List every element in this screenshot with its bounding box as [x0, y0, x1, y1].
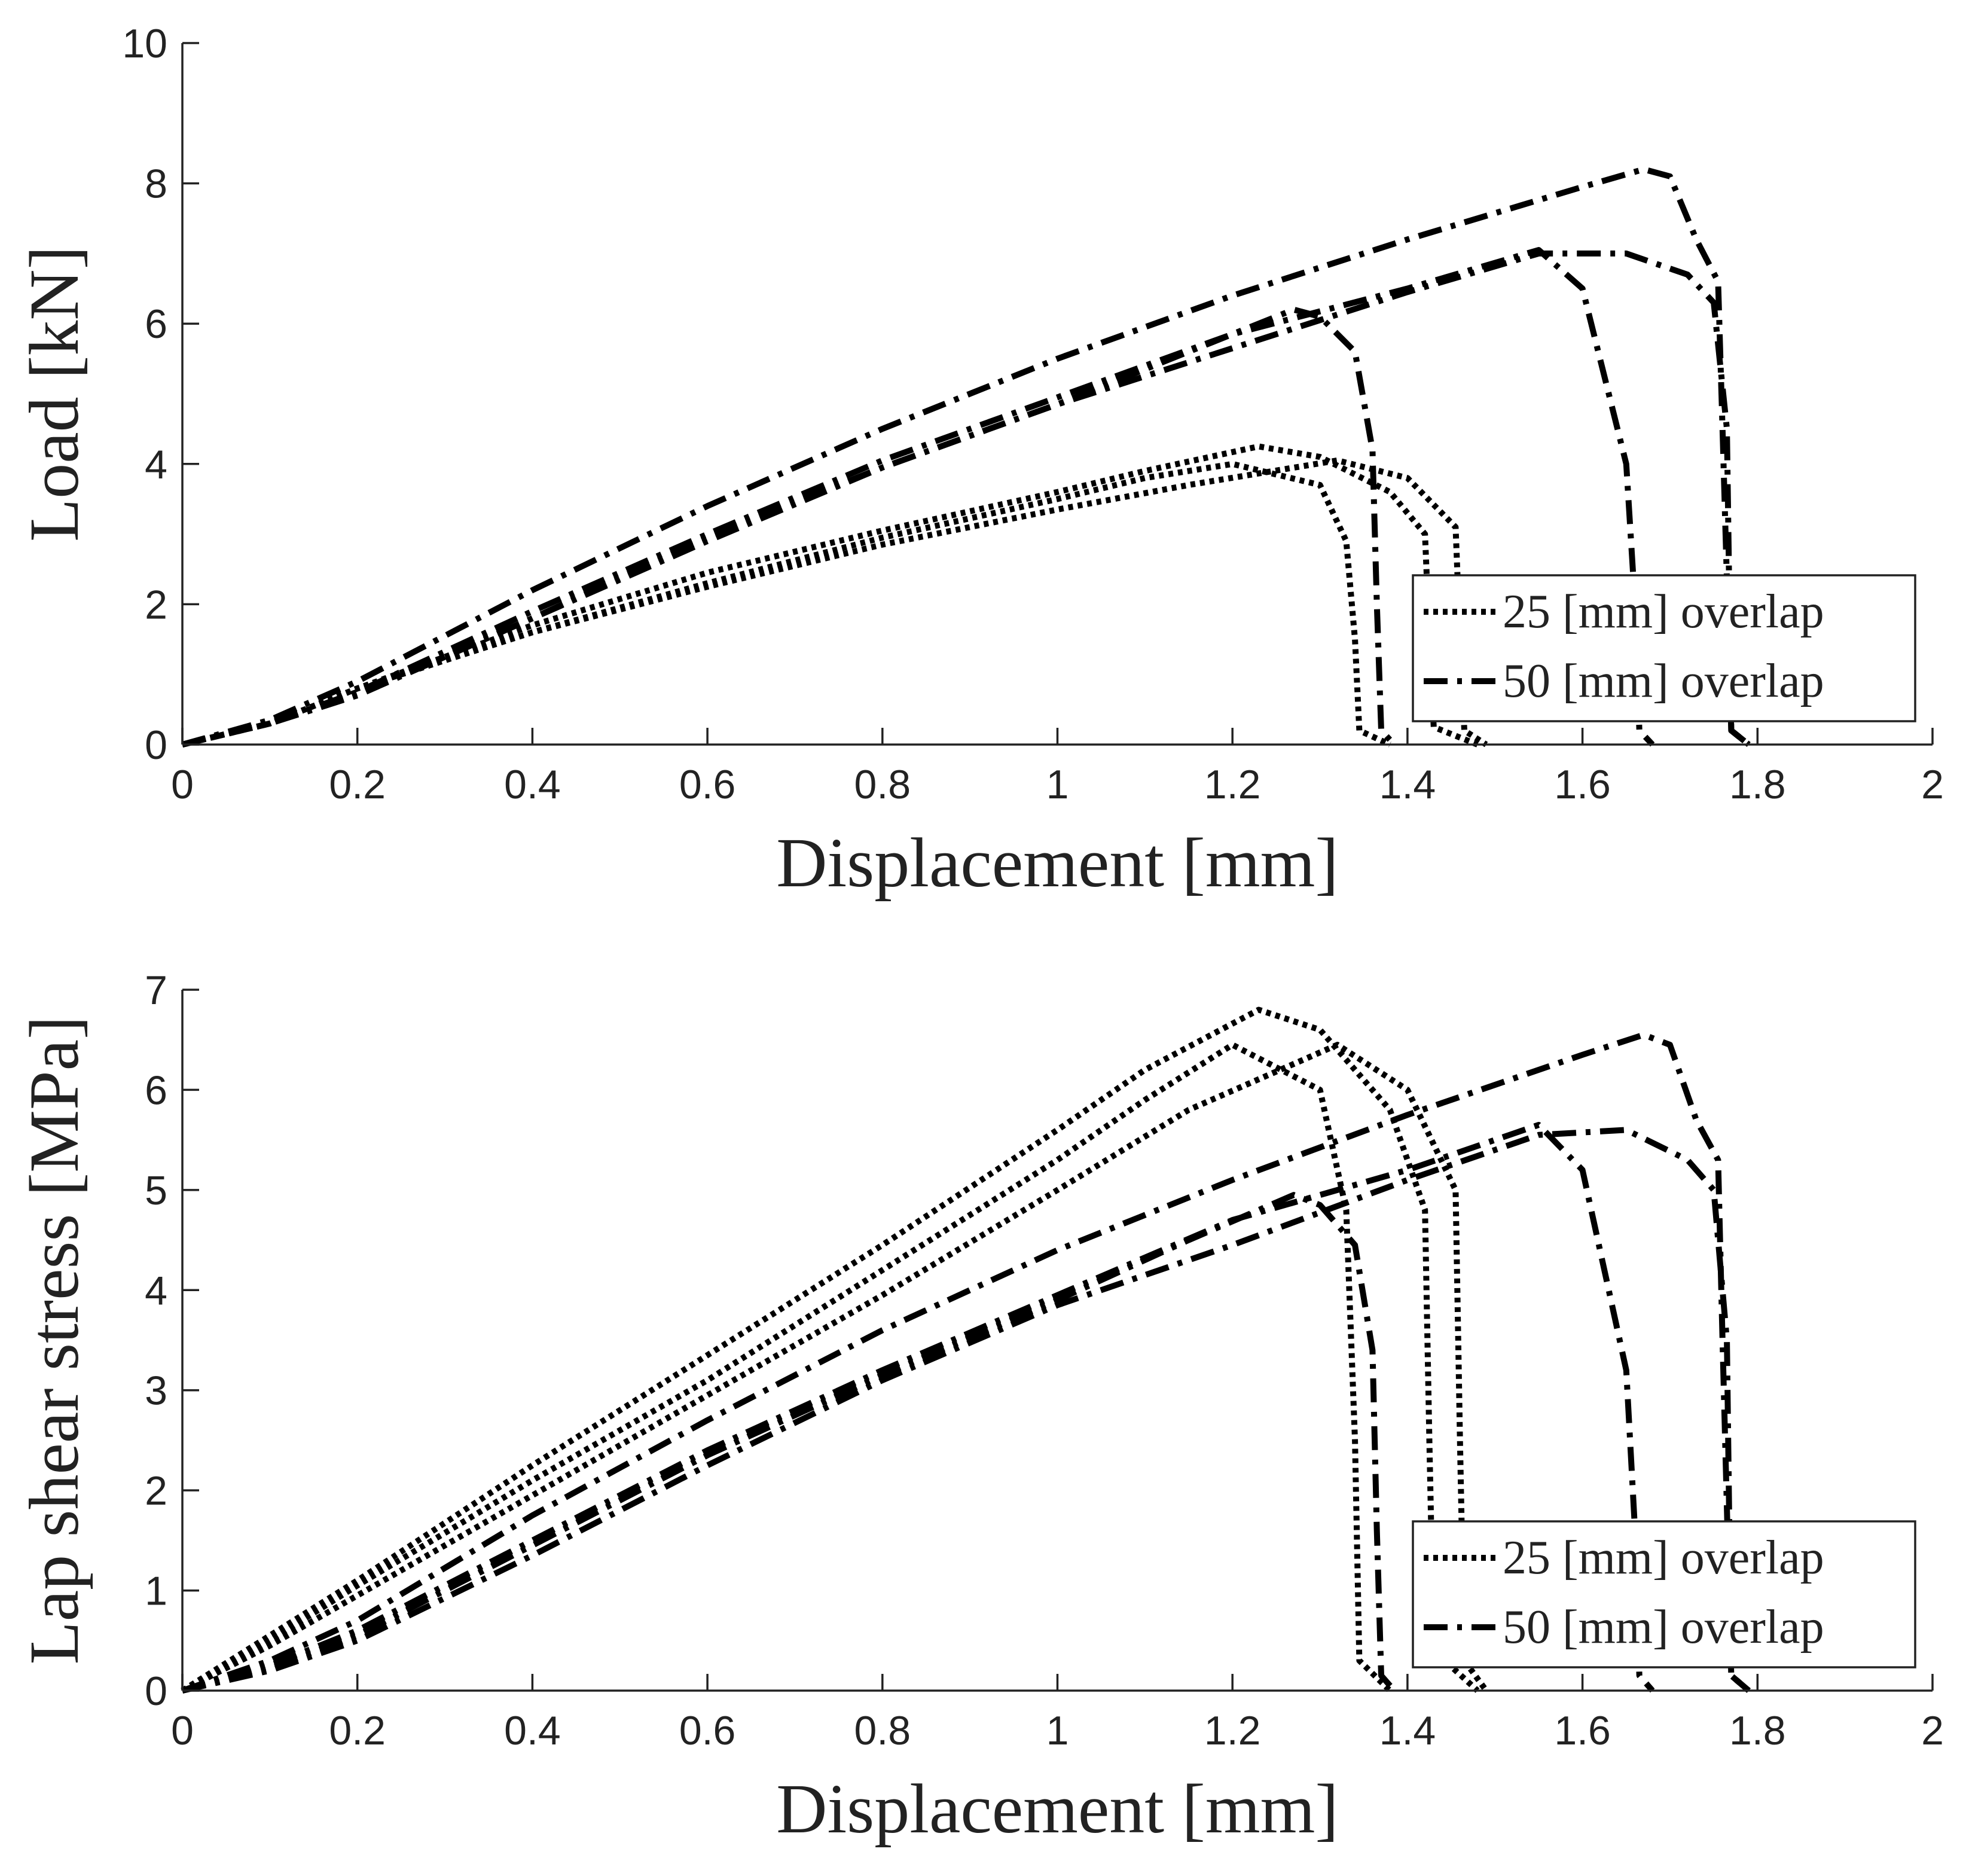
x-tick-label: 0.2	[329, 762, 386, 807]
series-line-2-4	[181, 1032, 1751, 1694]
x-tick-label: 0.4	[504, 762, 561, 807]
y-tick-label: 4	[145, 1268, 167, 1313]
y-tick-label: 0	[145, 722, 167, 768]
series-line-2-2	[181, 1006, 1480, 1694]
y-tick-label: 6	[145, 1067, 167, 1113]
x-tick-label: 1.8	[1729, 762, 1786, 807]
x-axis-title: Displacement [mm]	[776, 1770, 1338, 1848]
x-tick-label: 0.4	[504, 1708, 561, 1753]
y-tick-label: 3	[145, 1368, 167, 1414]
y-tick-label: 8	[145, 161, 167, 207]
x-tick-label: 0.2	[329, 1708, 386, 1753]
y-tick-label: 10	[122, 21, 167, 66]
x-tick-label: 1.2	[1204, 762, 1261, 807]
x-tick-label: 0.8	[854, 762, 911, 807]
legend-label: 50 [mm] overlap	[1503, 655, 1824, 707]
series-line-1-6	[181, 250, 1751, 748]
legend-box	[1412, 574, 1916, 722]
x-tick-label: 1.8	[1729, 1708, 1786, 1753]
y-tick-label: 7	[145, 968, 167, 1013]
y-tick-label: 2	[145, 1468, 167, 1514]
legend-label: 25 [mm] overlap	[1503, 585, 1824, 638]
y-tick-label: 2	[145, 582, 167, 627]
x-tick-label: 1.2	[1204, 1708, 1261, 1753]
x-tick-label: 2	[1921, 762, 1944, 807]
x-tick-label: 0.8	[854, 1708, 911, 1753]
x-tick-label: 1.6	[1554, 1708, 1611, 1753]
series-line-1-7	[181, 306, 1397, 748]
series-line-2-1	[181, 1042, 1393, 1694]
y-tick-label: 1	[145, 1569, 167, 1614]
chart-panel-2: 0 0.2 0.4 0.6 0.8 1 1.2 1.4 1.6 1.8 2 0 1 2 3 4 5 6 7 Displ…	[15, 968, 1944, 1848]
y-axis-title: Load [kN]	[15, 246, 93, 542]
x-tick-label: 0	[171, 1708, 194, 1753]
y-tick-label: 0	[145, 1668, 167, 1714]
legend-label: 50 [mm] overlap	[1503, 1601, 1824, 1654]
x-tick-label: 2	[1921, 1708, 1944, 1753]
x-tick-label: 0.6	[679, 762, 736, 807]
legend: 25 [mm] overlap 50 [mm] overlap	[1412, 1520, 1916, 1668]
x-tick-label: 1.4	[1379, 1708, 1436, 1753]
y-tick-label: 5	[145, 1168, 167, 1213]
x-tick-label: 1	[1046, 762, 1069, 807]
legend-label: 25 [mm] overlap	[1503, 1532, 1824, 1584]
x-axis-title: Displacement [mm]	[776, 823, 1338, 902]
legend-box	[1412, 1520, 1916, 1668]
series-line-1-5	[181, 247, 1655, 748]
series-line-2-7	[181, 1192, 1397, 1694]
x-tick-label: 1.4	[1379, 762, 1436, 807]
x-tick-label: 0	[171, 762, 194, 807]
series-line-1-1	[181, 460, 1391, 748]
series-line-1-3	[181, 457, 1488, 748]
y-axis-title: Lap shear stress [MPa]	[15, 1016, 93, 1665]
series-line-2-3	[181, 1042, 1489, 1694]
chart-panel-1: 0 0.2 0.4 0.6 0.8 1 1.2 1.4 1.6 1.8 2 0 2 4 6 8 10 Displa…	[15, 21, 1944, 902]
y-tick-label: 6	[145, 301, 167, 347]
y-tick-label: 4	[145, 442, 167, 487]
legend: 25 [mm] overlap 50 [mm] overlap	[1412, 574, 1916, 722]
x-tick-label: 0.6	[679, 1708, 736, 1753]
series-line-1-2	[181, 443, 1479, 748]
series-line-1-4	[181, 166, 1751, 748]
series-line-2-6	[181, 1127, 1751, 1694]
x-tick-label: 1	[1046, 1708, 1069, 1753]
x-tick-label: 1.6	[1554, 762, 1611, 807]
